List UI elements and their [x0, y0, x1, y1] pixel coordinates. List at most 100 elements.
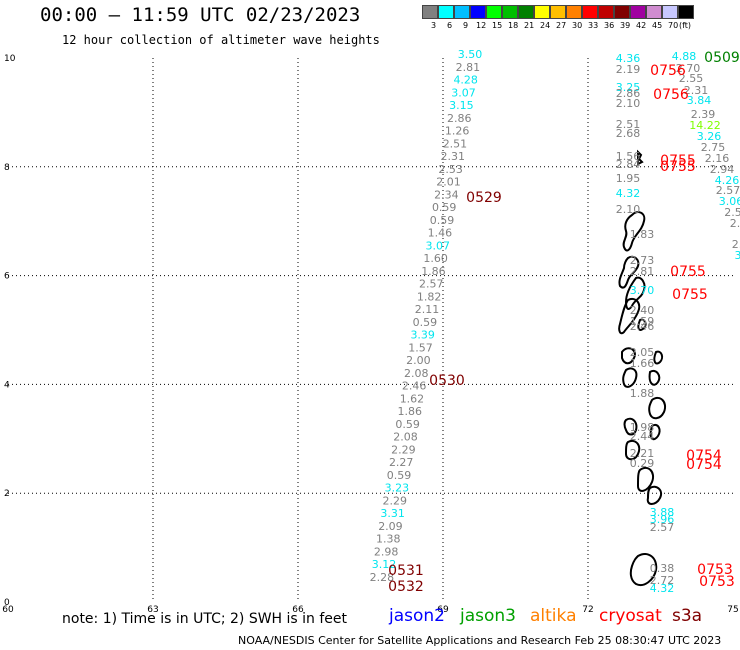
wave-height-label: 2.29 — [391, 443, 416, 456]
legend-swatch — [630, 5, 646, 19]
wave-height-label: 2.10 — [616, 203, 641, 216]
wave-height-label: 2.51 — [616, 118, 641, 131]
wave-height-label: 2.34 — [434, 188, 459, 201]
time-label: 0531 — [388, 563, 424, 579]
wave-height-label: 2.46 — [402, 380, 427, 393]
wave-height-label: 2. — [732, 238, 740, 251]
wave-height-label: 2.16 — [705, 152, 730, 165]
wave-height-label: 2.46 — [630, 320, 655, 333]
island-outline — [618, 298, 641, 335]
wave-height-label: 3.50 — [458, 48, 483, 61]
wave-height-label: 2.84 — [616, 158, 641, 171]
wave-height-label: 3.88 — [650, 506, 675, 519]
wave-height-label: 1.66 — [630, 357, 655, 370]
x-tick-label: 72 — [582, 605, 593, 615]
wave-height-label: 1.59 — [630, 315, 655, 328]
legend-label: (ft) — [679, 21, 692, 30]
color-legend: 3 6 9 12 15 18 21 24 27 30 33 36 39 42 45 70 (ft) — [422, 5, 694, 33]
wave-height-label: 3.70 — [630, 284, 655, 297]
page-subtitle: 12 hour collection of altimeter wave hei… — [62, 33, 380, 47]
wave-height-label: 2. — [730, 217, 740, 230]
time-label: 0529 — [466, 190, 502, 206]
legend-label: 21 — [524, 21, 535, 30]
page-title: 00:00 – 11:59 UTC 02/23/2023 — [40, 4, 361, 26]
legend-swatch — [422, 5, 438, 19]
wave-height-label: 2.55 — [679, 72, 704, 85]
wave-height-label: 2.98 — [374, 545, 399, 558]
time-label: 0755 — [660, 153, 696, 169]
wave-height-label: 0.59 — [430, 214, 455, 227]
wave-height-label: 3.84 — [687, 94, 712, 107]
legend-labels: 3 6 9 12 15 18 21 24 27 30 33 36 39 42 45 70 (ft) — [422, 21, 694, 33]
wave-height-label: 2.27 — [389, 456, 414, 469]
wave-height-label: 0.38 — [650, 562, 675, 575]
wave-height-label: 1.62 — [400, 392, 425, 405]
wave-height-label: 2.53 — [438, 163, 463, 176]
island-outline — [637, 149, 644, 166]
wave-height-label: 2.73 — [630, 254, 655, 267]
wave-height-label: 2.72 — [650, 574, 675, 587]
wave-height-label: 2.08 — [393, 431, 418, 444]
legend-label: 70 — [668, 21, 679, 30]
wave-height-label: 2.39 — [691, 108, 716, 121]
time-label: 0530 — [429, 373, 465, 389]
wave-height-label: 4.26 — [715, 174, 740, 187]
legend-swatch — [518, 5, 534, 19]
legend-swatch — [566, 5, 582, 19]
legend-swatch — [582, 5, 598, 19]
wave-height-label: 2.44 — [630, 430, 655, 443]
legend-jason2: jason2 — [389, 606, 445, 626]
island-outline — [636, 466, 654, 492]
island-outline — [646, 485, 662, 505]
legend-label: 39 — [620, 21, 631, 30]
wave-height-label: 3 — [735, 249, 740, 262]
island-outline — [648, 370, 661, 386]
island-outline — [623, 417, 638, 436]
x-tick-label: 75 — [727, 605, 738, 615]
wave-height-label: 0.59 — [395, 418, 420, 431]
x-tick-label: 69 — [437, 605, 449, 615]
legend-altika: altika — [530, 606, 577, 626]
credit-line: NOAA/NESDIS Center for Satellite Applica… — [238, 634, 722, 647]
island-outline — [622, 367, 638, 388]
legend-s3a: s3a — [672, 606, 703, 626]
y-tick-label: 2 — [4, 489, 10, 499]
legend-swatch — [598, 5, 614, 19]
legend-label: 12 — [476, 21, 487, 30]
legend-swatch — [470, 5, 486, 19]
wave-height-label: 2.01 — [436, 176, 461, 189]
wave-height-label: 3.26 — [697, 130, 722, 143]
time-label: 0755 — [670, 264, 706, 280]
legend-label: 42 — [636, 21, 647, 30]
time-label: 0754 — [686, 457, 722, 473]
wave-height-label: 2.09 — [378, 520, 403, 533]
wave-height-label: 2.29 — [383, 494, 408, 507]
legend-label: 27 — [556, 21, 567, 30]
x-tick-label: 60 — [2, 605, 14, 615]
wave-height-label: 2.19 — [616, 63, 641, 76]
wave-height-label: 2.86 — [616, 87, 641, 100]
wave-height-label: 3.07 — [451, 86, 476, 99]
wave-height-label: 2.00 — [406, 354, 431, 367]
wave-height-label: 2.51 — [443, 137, 468, 150]
legend-label: 6 — [447, 21, 453, 30]
wave-height-label: 2.94 — [710, 163, 735, 176]
wave-height-label: 1.38 — [376, 533, 401, 546]
time-label: 0532 — [388, 579, 424, 595]
wave-height-label: 3.31 — [380, 507, 405, 520]
legend-swatch — [454, 5, 470, 19]
wave-height-label: 2.68 — [616, 127, 641, 140]
wave-height-label: 3.07 — [426, 239, 451, 252]
wave-height-label: 1.57 — [408, 341, 433, 354]
wave-height-label: 1.86 — [398, 405, 423, 418]
legend-label: 3 — [431, 21, 437, 30]
legend-swatch — [438, 5, 454, 19]
wave-height-label: 0.59 — [432, 201, 457, 214]
wave-height-label: 2.10 — [616, 97, 641, 110]
wave-height-label: 1.26 — [445, 125, 470, 138]
wave-height-label: 1.56 — [616, 150, 641, 163]
wave-height-label: 3.96 — [650, 513, 675, 526]
time-label: 0753 — [699, 574, 735, 590]
time-label: 0509 — [704, 50, 740, 66]
wave-height-label: 2.81 — [456, 61, 481, 74]
